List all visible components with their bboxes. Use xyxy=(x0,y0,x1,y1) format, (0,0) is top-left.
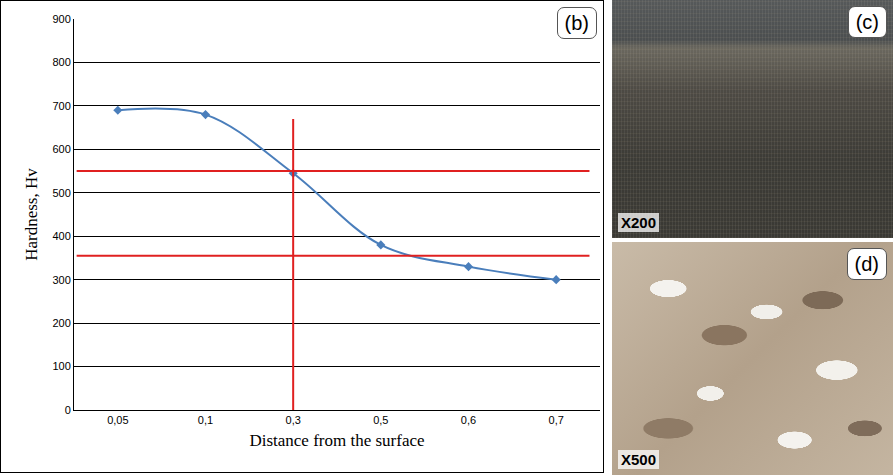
svg-text:500: 500 xyxy=(52,187,70,199)
svg-text:700: 700 xyxy=(52,100,70,112)
svg-text:400: 400 xyxy=(52,230,70,242)
svg-text:0,1: 0,1 xyxy=(198,414,213,426)
svg-text:300: 300 xyxy=(52,274,70,286)
html-text:(c): (c) xyxy=(855,11,879,33)
svg-text:Hardness, Hv: Hardness, Hv xyxy=(22,168,41,261)
html-text:X200: X200 xyxy=(621,214,656,231)
svg-text:600: 600 xyxy=(52,143,70,155)
svg-text:0: 0 xyxy=(65,404,71,416)
svg-text:100: 100 xyxy=(52,360,70,372)
svg-text:0,7: 0,7 xyxy=(549,414,564,426)
svg-text:0,6: 0,6 xyxy=(461,414,476,426)
svg-text:Distance from the surface: Distance from the surface xyxy=(249,431,424,450)
svg-text:900: 900 xyxy=(52,13,70,25)
svg-text:0,5: 0,5 xyxy=(373,414,388,426)
svg-text:200: 200 xyxy=(52,317,70,329)
html-text:X500: X500 xyxy=(621,451,656,468)
html-text:(b): (b) xyxy=(564,12,589,34)
svg-text:800: 800 xyxy=(52,56,70,68)
svg-text:0,05: 0,05 xyxy=(107,414,128,426)
svg-text:0,3: 0,3 xyxy=(286,414,301,426)
html-text:(d): (d) xyxy=(854,253,879,275)
